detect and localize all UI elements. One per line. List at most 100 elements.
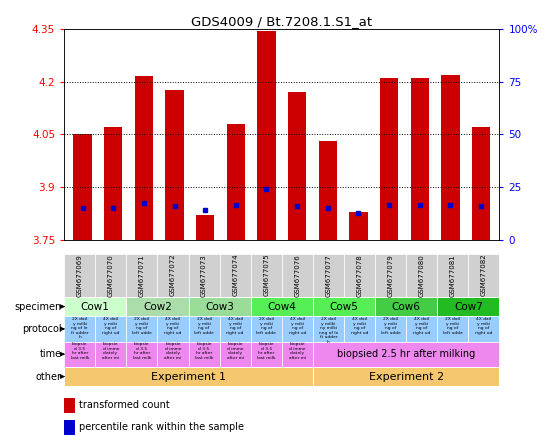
Text: 4X dail
y miki
ng of
right ud: 4X dail y miki ng of right ud [288,317,306,335]
Bar [220,254,251,297]
Bar [196,215,214,240]
Bar [64,420,75,435]
Bar [313,367,499,386]
Text: GSM677074: GSM677074 [232,254,238,297]
Bar [406,316,437,341]
Bar [126,316,157,341]
Text: Cow4: Cow4 [267,301,296,312]
Bar [251,341,282,367]
Text: 4X dail
y miki
ng of
right ud: 4X dail y miki ng of right ud [227,317,244,335]
Text: GSM677077: GSM677077 [325,254,331,297]
Bar [441,75,460,240]
Text: specimen: specimen [15,301,62,312]
Text: Cow2: Cow2 [143,301,172,312]
Text: 4X dail
y miki
ng of
right ud: 4X dail y miki ng of right ud [351,317,368,335]
Text: Cow6: Cow6 [392,301,421,312]
Bar [220,341,251,367]
Bar [437,297,499,316]
Bar [189,341,220,367]
Bar [64,254,95,297]
Text: Cow3: Cow3 [205,301,234,312]
Bar [165,91,184,240]
Text: GSM677076: GSM677076 [294,254,300,297]
Bar [411,78,429,240]
Bar [64,297,126,316]
Text: 2X dail
y milki
ng of le
ft udder
h: 2X dail y milki ng of le ft udder h [71,317,89,339]
Text: GSM677072: GSM677072 [170,254,176,297]
Text: time: time [40,349,62,359]
Bar [126,297,189,316]
Bar [437,254,468,297]
Text: 4X dail
y miki
ng of
right ud: 4X dail y miki ng of right ud [413,317,430,335]
Text: biopsie
d 3.5
hr after
last milk: biopsie d 3.5 hr after last milk [133,342,151,360]
Text: percentile rank within the sample: percentile rank within the sample [79,422,244,432]
Text: GSM677071: GSM677071 [139,254,145,297]
Bar [95,316,126,341]
Bar [349,212,368,240]
Bar [406,254,437,297]
Text: biopsie
d 3.5
hr after
last milk: biopsie d 3.5 hr after last milk [195,342,213,360]
Bar [134,76,153,240]
Text: transformed count: transformed count [79,400,170,410]
Text: Cow7: Cow7 [454,301,483,312]
Bar [227,124,245,240]
Bar [344,316,375,341]
Bar [313,297,375,316]
Bar [313,341,499,367]
Bar [472,127,490,240]
Text: Cow1: Cow1 [81,301,110,312]
Text: biopsie
d 3.5
hr after
last milk: biopsie d 3.5 hr after last milk [70,342,89,360]
Bar [73,134,92,240]
Bar [189,297,251,316]
Title: GDS4009 / Bt.7208.1.S1_at: GDS4009 / Bt.7208.1.S1_at [191,15,372,28]
Bar [437,316,468,341]
Text: 4X dail
y miki
ng of
right ud: 4X dail y miki ng of right ud [102,317,119,335]
Text: biopsied 2.5 hr after milking: biopsied 2.5 hr after milking [337,349,475,359]
Bar [189,254,220,297]
Text: GSM677078: GSM677078 [357,254,363,297]
Bar [189,316,220,341]
Text: 4X dail
y miki
ng of
right ud: 4X dail y miki ng of right ud [164,317,182,335]
Bar [282,341,313,367]
Text: 2X dail
y miki
ng of
left udde: 2X dail y miki ng of left udde [381,317,401,335]
Text: other: other [36,372,62,381]
Bar [64,367,313,386]
Bar [375,316,406,341]
Bar [104,127,122,240]
Bar [375,297,437,316]
Text: Cow5: Cow5 [330,301,358,312]
Text: biopsie
d 3.5
hr after
last milk: biopsie d 3.5 hr after last milk [257,342,276,360]
Text: 2X dail
y milki
ny milki
nng of le
ft udder
h: 2X dail y milki ny milki nng of le ft ud… [319,317,338,344]
Bar [64,341,95,367]
Bar [288,92,306,240]
Text: 2X dail
y miki
ng of
left udde: 2X dail y miki ng of left udde [194,317,214,335]
Text: GSM677073: GSM677073 [201,254,207,297]
Text: 2X dail
y miki
ng of
left udde: 2X dail y miki ng of left udde [443,317,463,335]
Bar [251,316,282,341]
Text: Experiment 2: Experiment 2 [369,372,444,381]
Text: biopsie
d imme
diately
after mi: biopsie d imme diately after mi [227,342,244,360]
Bar [257,31,276,240]
Bar [157,341,189,367]
Bar [251,297,313,316]
Bar [157,254,189,297]
Bar [126,341,157,367]
Bar [313,254,344,297]
Text: 2X dail
y miki
ng of
left udde: 2X dail y miki ng of left udde [132,317,152,335]
Bar [344,254,375,297]
Bar [126,254,157,297]
Bar [95,341,126,367]
Text: biopsie
d imme
diately
after mi: biopsie d imme diately after mi [102,342,119,360]
Text: GSM677070: GSM677070 [108,254,114,297]
Text: GSM677080: GSM677080 [418,254,425,297]
Bar [380,78,398,240]
Bar [282,316,313,341]
Text: biopsie
d imme
diately
after mi: biopsie d imme diately after mi [289,342,306,360]
Text: GSM677082: GSM677082 [481,254,487,297]
Text: protocol: protocol [22,324,62,334]
Text: GSM677075: GSM677075 [263,254,270,297]
Bar [468,316,499,341]
Bar [375,254,406,297]
Text: GSM677069: GSM677069 [76,254,83,297]
Text: 2X dail
y miki
ng of
left udde: 2X dail y miki ng of left udde [256,317,276,335]
